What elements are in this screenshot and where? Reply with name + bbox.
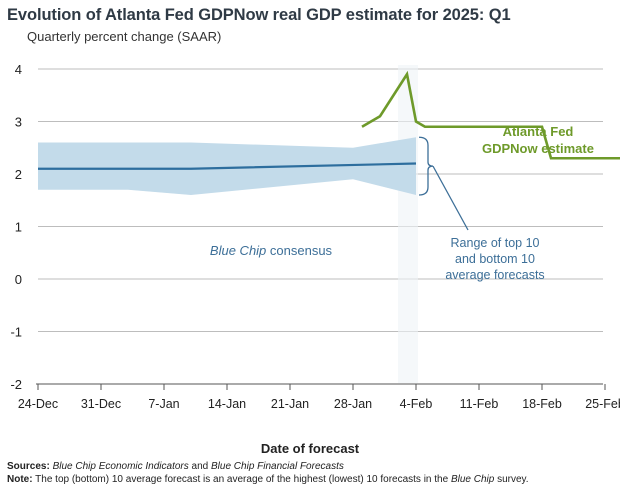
- consensus-annotation: Blue Chip consensus: [210, 243, 333, 258]
- consensus-annotation-rest: consensus: [266, 243, 332, 258]
- range-annotation-line3: average forecasts: [445, 268, 544, 282]
- range-annotation-line2: and bottom 10: [455, 252, 535, 266]
- y-tick-label: 3: [15, 115, 22, 130]
- x-tick-label: 4-Feb: [400, 397, 433, 411]
- sources-part1: Blue Chip Economic Indicators: [52, 461, 189, 472]
- annotations: Range of top 10 and bottom 10 average fore…: [210, 124, 594, 282]
- y-tick-label: 1: [15, 220, 22, 235]
- consensus-line: [38, 162, 417, 170]
- gdpnow-line: [361, 70, 620, 160]
- range-bracket: [418, 136, 434, 196]
- gridlines: [38, 68, 603, 385]
- x-tick-label: 31-Dec: [81, 397, 121, 411]
- x-axis-ticks: 24-Dec 31-Dec 7-Jan 14-Jan 21-Jan 28-Jan 4-Feb…: [18, 384, 620, 411]
- sources-label: Sources:: [7, 461, 50, 472]
- note-label: Note:: [7, 474, 33, 485]
- x-tick-label: 14-Jan: [208, 397, 246, 411]
- y-tick-label: 0: [15, 272, 22, 287]
- x-tick-label: 24-Dec: [18, 397, 58, 411]
- gdpnow-annotation-line2: GDPNow estimate: [482, 141, 594, 156]
- consensus-annotation-italic: Blue Chip: [210, 243, 266, 258]
- range-band-area: [38, 137, 416, 195]
- gdpnow-annotation-line1: Atlanta Fed: [503, 124, 574, 139]
- y-axis-ticks: -2 -1 0 1 2 3 4: [10, 62, 22, 392]
- chart-subtitle: Quarterly percent change (SAAR): [27, 29, 222, 44]
- range-annotation-line1: Range of top 10: [451, 236, 540, 250]
- y-tick-label: 4: [15, 62, 22, 77]
- series-lines: [38, 70, 620, 170]
- x-axis-label: Date of forecast: [260, 441, 360, 456]
- x-tick-label: 7-Jan: [148, 397, 179, 411]
- y-tick-label: 2: [15, 167, 22, 182]
- note-part3: survey.: [494, 474, 529, 485]
- x-tick-label: 28-Jan: [334, 397, 372, 411]
- x-tick-label: 11-Feb: [460, 397, 499, 411]
- footnote: Note: The top (bottom) 10 average foreca…: [7, 474, 615, 485]
- sources-part3: Blue Chip Financial Forecasts: [211, 461, 344, 472]
- sources-note: Sources: Blue Chip Economic Indicators a…: [7, 461, 344, 472]
- note-part1: The top (bottom) 10 average forecast is …: [32, 474, 451, 485]
- x-tick-label: 18-Feb: [522, 397, 562, 411]
- range-band: [38, 137, 416, 195]
- chart-title: Evolution of Atlanta Fed GDPNow real GDP…: [7, 6, 511, 24]
- sources-part2: and: [188, 461, 212, 472]
- y-tick-label: -1: [10, 325, 22, 340]
- x-tick-label: 25-Feb: [585, 397, 620, 411]
- y-tick-label: -2: [10, 377, 22, 392]
- x-tick-label: 21-Jan: [271, 397, 309, 411]
- note-part2: Blue Chip: [450, 474, 495, 485]
- range-leader-line: [432, 165, 469, 231]
